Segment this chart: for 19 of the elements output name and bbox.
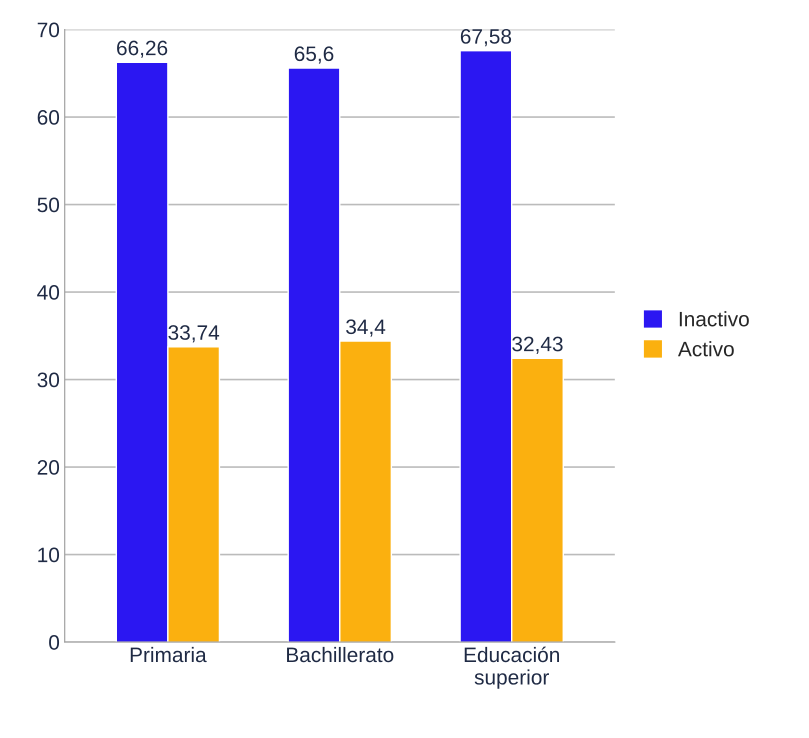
data-label: 34,4 xyxy=(346,319,386,337)
x-tick-label: Bachillerato xyxy=(287,646,394,662)
y-tick-label: 20 xyxy=(38,460,60,475)
legend-label: Inactivo xyxy=(680,311,749,326)
data-label: 65,6 xyxy=(294,46,334,64)
y-tick-label: 50 xyxy=(38,198,60,212)
x-tick-label: Educación superior xyxy=(464,646,559,689)
data-label: 33,74 xyxy=(168,325,220,342)
data-label: 67,58 xyxy=(460,29,512,46)
data-label: 66,26 xyxy=(117,40,168,58)
y-tick-label: 30 xyxy=(37,372,60,388)
y-tick-label: 60 xyxy=(38,110,60,125)
y-tick-label: 0 xyxy=(49,635,60,650)
legend-label: Activo xyxy=(678,341,734,356)
y-tick-label: 40 xyxy=(37,285,60,300)
y-tick-label: 10 xyxy=(38,548,60,562)
x-tick-label: Primaria xyxy=(130,646,207,662)
data-label: 32,43 xyxy=(512,336,563,354)
y-tick-label: 70 xyxy=(38,22,60,38)
